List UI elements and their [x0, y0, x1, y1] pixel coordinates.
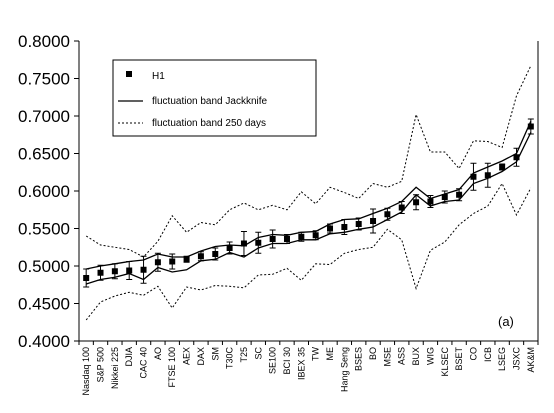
fluctuation-band-250-days	[85, 65, 532, 321]
legend-marker-h1	[126, 71, 132, 77]
x-tick-label: DJIA	[124, 347, 134, 367]
x-tick-label: IBEX 35	[296, 347, 306, 380]
y-tick-label: 0.6500	[18, 145, 70, 164]
x-tick-label: CAC 40	[139, 347, 149, 379]
y-tick-label: 0.5500	[18, 220, 70, 239]
x-tick-label: BSET	[454, 347, 464, 371]
x-tick-label: AEX	[182, 347, 192, 365]
h1-point	[470, 173, 477, 180]
h1-point	[341, 224, 348, 230]
legend-label-250-days: fluctuation band 250 days	[152, 118, 266, 129]
x-tick-labels: Nasdaq 100 S&P 500 Nikkei 225 DJIA CAC 40 AO F…	[81, 347, 536, 396]
y-tick-label: 0.5000	[18, 257, 70, 276]
y-tick-label: 0.8000	[18, 32, 70, 51]
x-tick-label: FTSE 100	[167, 347, 177, 388]
x-tick-label: KLSEC	[440, 347, 450, 377]
h1-point	[355, 221, 362, 227]
h1-point	[226, 245, 233, 251]
x-tick-label: CO	[468, 347, 478, 361]
panel-label: (a)	[498, 314, 514, 329]
h1-point	[441, 194, 448, 200]
h1-point	[298, 233, 305, 240]
x-tick-label: Nasdaq 100	[81, 347, 91, 396]
y-tick-label: 0.7000	[18, 107, 70, 126]
x-tick-label: SM	[210, 347, 220, 361]
x-tick-label: T30C	[225, 347, 235, 370]
x-tick-label: DAX	[196, 347, 206, 366]
axes	[74, 40, 539, 345]
h1-point	[413, 199, 420, 206]
band-250-days-lower	[85, 182, 532, 321]
x-tick-label: AO	[153, 347, 163, 360]
h1-point	[370, 218, 377, 224]
h1-point	[527, 123, 534, 130]
h1-point	[327, 225, 334, 232]
x-tick-label: BO	[368, 347, 378, 360]
x-tick-label: Nikkei 225	[110, 347, 120, 389]
x-tick-label: BCI 30	[282, 347, 292, 375]
legend-label-h1: H1	[152, 71, 165, 82]
h1-point	[183, 256, 190, 263]
y-tick-label: 0.4000	[18, 332, 70, 351]
h1-point	[255, 239, 262, 246]
h1-point	[126, 267, 133, 274]
h1-point	[456, 191, 463, 198]
h1-point	[384, 211, 391, 218]
band-250-days-upper	[85, 65, 532, 258]
x-tick-label: ICB	[483, 347, 493, 362]
h1-point	[169, 258, 176, 265]
x-tick-label: AK&M	[526, 347, 536, 373]
h1-point	[427, 198, 434, 205]
h1-point	[398, 204, 405, 211]
x-tick-label: TW	[311, 347, 321, 361]
x-tick-label: ME	[325, 347, 335, 361]
h1-point	[212, 251, 219, 257]
x-tick-label: WIG	[425, 347, 435, 365]
h1-point	[269, 236, 276, 242]
h1-point	[140, 266, 147, 273]
y-tick-label: 0.6000	[18, 182, 70, 201]
y-tick-label: 0.4500	[18, 295, 70, 314]
h1-point	[240, 240, 247, 247]
h1-point	[197, 253, 204, 260]
h1-point	[154, 259, 161, 266]
x-tick-label: T25	[239, 347, 249, 363]
legend-box	[112, 59, 317, 137]
h1-point	[97, 269, 104, 276]
h1-point	[111, 268, 118, 275]
y-tick-labels: 0.4000 0.4500 0.5000 0.5500 0.6000 0.6500 0.70…	[18, 32, 70, 351]
x-tick-label: LSEG	[497, 347, 507, 371]
h1-point	[484, 172, 491, 179]
y-tick-label: 0.7500	[18, 70, 70, 89]
x-tick-label: S&P 500	[96, 347, 106, 382]
x-tick-label: JSXC	[511, 347, 521, 371]
legend-label-jackknife: fluctuation band Jackknife	[152, 96, 268, 107]
x-tick-label: SC	[253, 347, 263, 360]
x-tick-label: Hang Seng	[339, 347, 349, 392]
x-tick-label: MSE	[382, 347, 392, 367]
x-tick-label: BUX	[411, 347, 421, 366]
x-tick-label: BSES	[354, 347, 364, 371]
h1-point	[513, 154, 520, 161]
h1-markers	[83, 123, 534, 281]
x-tick-label: ASS	[397, 347, 407, 365]
h1-point	[312, 232, 319, 239]
legend: H1 fluctuation band Jackknife fluctuatio…	[112, 59, 317, 137]
x-tick-label: SE100	[268, 347, 278, 374]
h1-point	[83, 275, 90, 281]
h1-point	[499, 164, 506, 170]
h1-point	[283, 236, 290, 242]
band-jackknife-upper	[86, 121, 532, 270]
